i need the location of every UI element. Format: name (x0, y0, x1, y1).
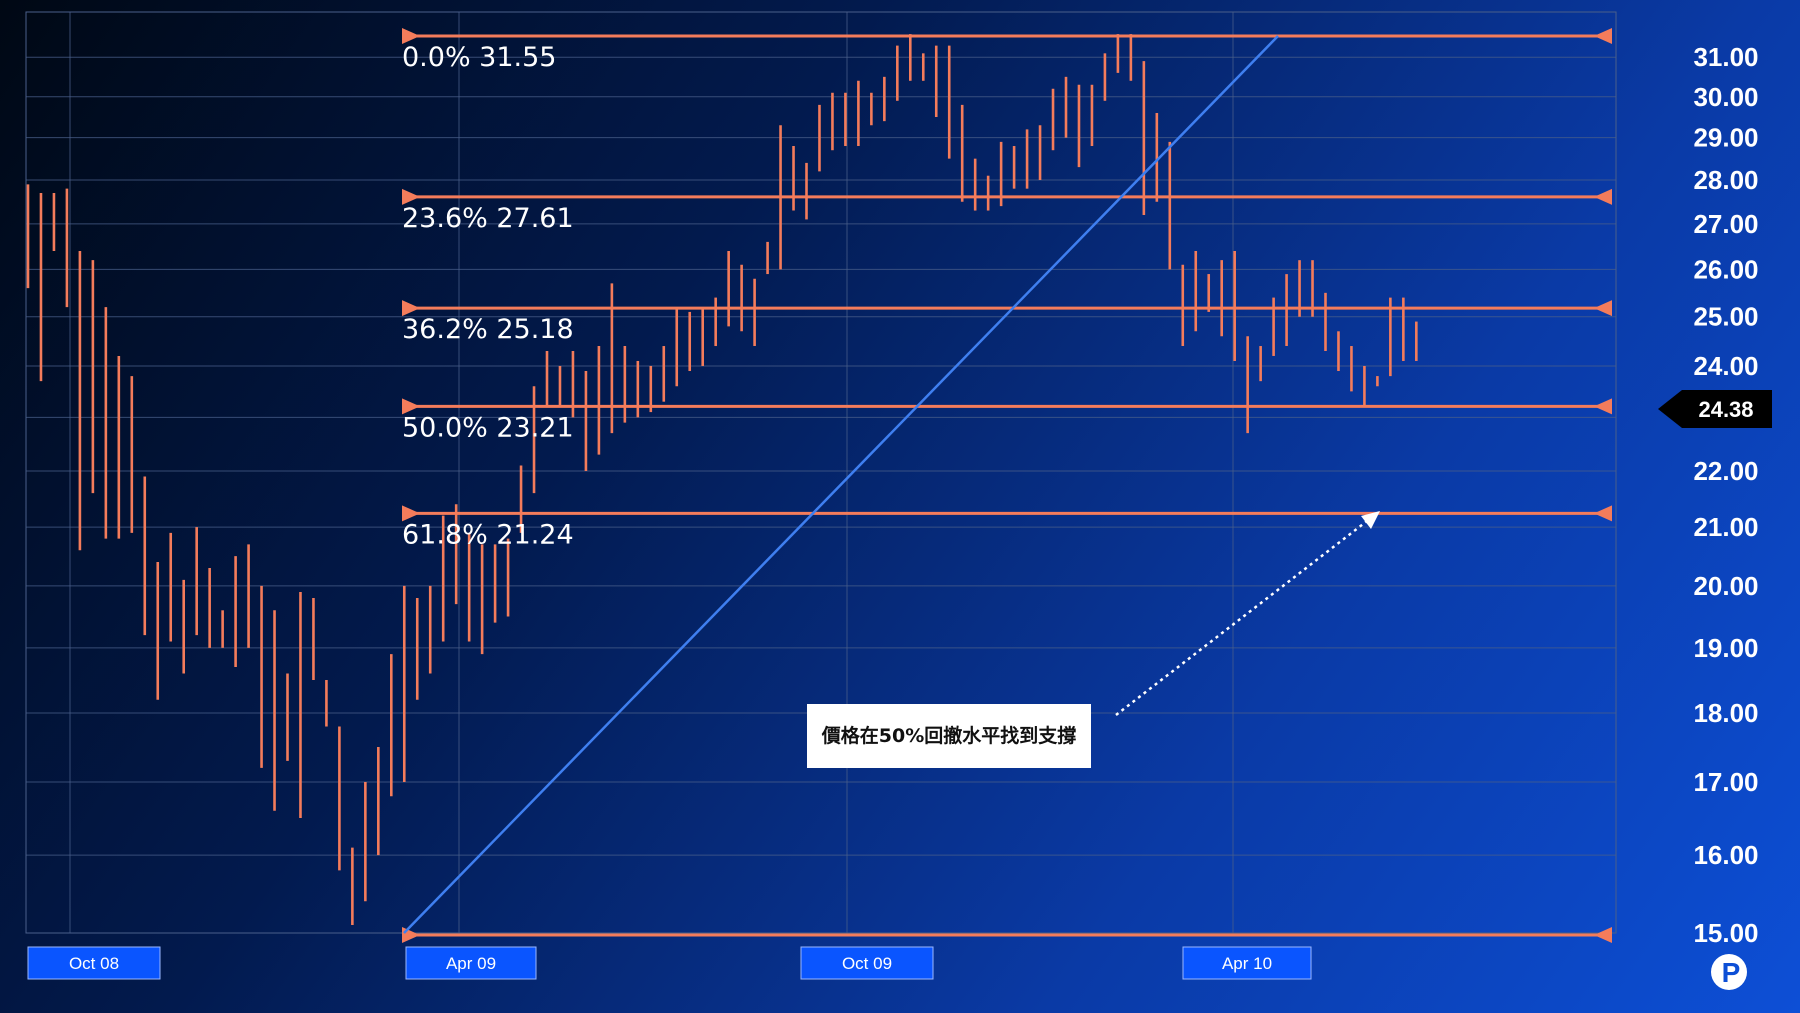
annotation: 價格在50%回撤水平找到支撐 (807, 511, 1380, 768)
y-tick-label: 24.00 (1693, 351, 1758, 381)
y-axis: 15.00 16.00 17.00 18.00 19.00 20.00 21.00 22.00… (1693, 42, 1758, 948)
trend-line (403, 35, 1279, 934)
y-tick-label: 17.00 (1693, 767, 1758, 797)
annotation-arrow (1115, 520, 1368, 716)
x-tick-box (405, 946, 537, 980)
x-tick-label: Oct 08 (69, 954, 119, 973)
level-arrow-right-icon (1594, 398, 1612, 415)
annotation-box (807, 704, 1091, 768)
y-tick-label: 27.00 (1693, 209, 1758, 239)
fib-level-label: 61.8% 21.24 (402, 519, 574, 550)
x-tick-box (800, 946, 934, 980)
level-arrow-right-icon (1594, 188, 1612, 205)
current-price-label: 24.38 (1698, 397, 1753, 422)
y-tick-label: 22.00 (1693, 456, 1758, 486)
level-arrow-left-icon (402, 505, 420, 522)
fibonacci-levels: 0.0% 31.55 23.6% 27.61 36.2% 25.18 50.0% 23… (402, 28, 1612, 943)
level-arrow-left-icon (402, 398, 420, 415)
y-tick-label: 19.00 (1693, 633, 1758, 663)
y-tick-label: 15.00 (1693, 918, 1758, 948)
grid (25, 11, 1617, 934)
y-tick-label: 25.00 (1693, 302, 1758, 332)
y-tick-label: 29.00 (1693, 123, 1758, 153)
level-arrow-right-icon (1594, 300, 1612, 317)
level-arrow-right-icon (1594, 505, 1612, 522)
logo-icon: P (1722, 957, 1741, 988)
arrowhead-icon (1361, 511, 1380, 529)
x-tick-box (1182, 946, 1312, 980)
level-arrow-right-icon (1594, 28, 1612, 44)
level-arrow-left-icon (402, 927, 420, 943)
fib-level-label: 0.0% 31.55 (402, 42, 556, 73)
level-arrow-left-icon (402, 188, 420, 205)
y-tick-label: 30.00 (1693, 82, 1758, 112)
y-tick-label: 28.00 (1693, 165, 1758, 195)
x-axis: Oct 08 Apr 09 Oct 09 Apr 10 (27, 946, 1312, 980)
level-arrow-left-icon (402, 300, 420, 317)
x-tick-label: Apr 10 (1222, 954, 1272, 973)
fib-level-label: 36.2% 25.18 (402, 314, 574, 345)
fib-level-label: 23.6% 27.61 (402, 203, 574, 234)
y-tick-label: 21.00 (1693, 512, 1758, 542)
level-arrow-right-icon (1594, 927, 1612, 943)
y-tick-label: 18.00 (1693, 698, 1758, 728)
x-tick-label: Oct 09 (842, 954, 892, 973)
fib-level-label: 50.0% 23.21 (402, 412, 574, 443)
current-price-marker: 24.38 (1658, 390, 1772, 428)
y-tick-label: 16.00 (1693, 840, 1758, 870)
y-tick-label: 31.00 (1693, 42, 1758, 72)
ohlc-bars (26, 34, 1418, 925)
level-arrow-left-icon (402, 28, 420, 44)
x-tick-label: Apr 09 (446, 954, 496, 973)
y-tick-label: 26.00 (1693, 254, 1758, 284)
x-tick-box (27, 946, 161, 980)
y-tick-label: 20.00 (1693, 571, 1758, 601)
brand-logo: P (1711, 954, 1747, 990)
annotation-text: 價格在50%回撤水平找到支撐 (821, 724, 1076, 747)
plot-frame (25, 11, 1617, 934)
